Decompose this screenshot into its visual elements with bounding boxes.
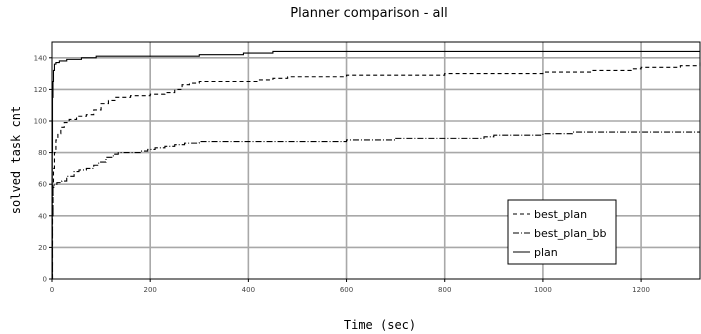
x-tick-label: 400 [242,286,255,294]
grid [52,42,700,279]
y-axis-ticks: 0 20 40 60 80 100 120 140 [34,54,52,284]
series-lines [51,50,701,280]
chart-title: Planner comparison - all [290,6,447,21]
series-line-best-plan-bb [51,131,700,280]
legend: best_plan best_plan_bb plan [507,199,617,265]
series-line-plan [51,50,700,280]
y-axis-label: solved task cnt [9,106,23,214]
x-tick-label: 1000 [534,286,552,294]
y-tick-label: 120 [34,86,47,94]
x-tick-label: 600 [340,286,353,294]
legend-label-best-plan: best_plan [534,208,587,221]
y-tick-label: 80 [38,149,47,157]
x-tick-label: 0 [50,286,54,294]
legend-label-plan: plan [534,246,558,259]
y-tick-label: 140 [34,54,47,62]
y-tick-label: 0 [43,276,47,284]
legend-box [507,199,617,265]
y-tick-label: 100 [34,118,47,126]
y-tick-label: 40 [38,212,47,220]
series-line-best-plan [51,62,701,280]
plot-frame [51,41,701,280]
x-axis-label: Time (sec) [344,318,416,332]
x-tick-label: 800 [438,286,451,294]
x-tick-label: 200 [143,286,156,294]
y-tick-label: 60 [38,181,47,189]
x-tick-label: 1200 [632,286,650,294]
x-axis-ticks: 0 200 400 600 800 1000 1200 [50,279,650,294]
legend-label-best-plan-bb: best_plan_bb [534,227,607,240]
y-tick-label: 20 [38,244,47,252]
